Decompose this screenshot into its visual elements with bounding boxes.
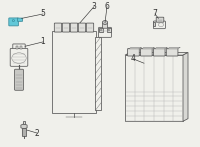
- FancyBboxPatch shape: [13, 44, 25, 50]
- Bar: [125, 55, 183, 121]
- FancyBboxPatch shape: [103, 23, 107, 28]
- Polygon shape: [141, 47, 155, 49]
- FancyBboxPatch shape: [78, 23, 86, 32]
- FancyBboxPatch shape: [153, 49, 165, 56]
- Polygon shape: [183, 52, 188, 121]
- FancyBboxPatch shape: [15, 69, 23, 90]
- Circle shape: [100, 30, 102, 31]
- Text: 3: 3: [92, 2, 96, 11]
- FancyBboxPatch shape: [166, 49, 178, 56]
- FancyBboxPatch shape: [17, 18, 23, 21]
- Text: 1: 1: [41, 37, 45, 46]
- Bar: [99, 28, 103, 32]
- Polygon shape: [154, 47, 167, 49]
- FancyBboxPatch shape: [141, 49, 152, 56]
- Circle shape: [108, 30, 110, 31]
- Polygon shape: [128, 47, 142, 49]
- FancyBboxPatch shape: [9, 18, 18, 26]
- FancyBboxPatch shape: [156, 17, 164, 22]
- FancyBboxPatch shape: [95, 37, 101, 110]
- FancyBboxPatch shape: [128, 49, 139, 56]
- Polygon shape: [125, 52, 188, 55]
- FancyBboxPatch shape: [62, 23, 70, 32]
- FancyBboxPatch shape: [10, 48, 28, 66]
- Polygon shape: [167, 47, 180, 49]
- FancyBboxPatch shape: [52, 31, 96, 113]
- FancyBboxPatch shape: [99, 27, 111, 37]
- Text: 4: 4: [131, 54, 135, 63]
- Text: 6: 6: [105, 2, 109, 11]
- Polygon shape: [21, 124, 27, 129]
- Bar: [153, 22, 155, 26]
- FancyBboxPatch shape: [70, 23, 78, 32]
- Text: 2: 2: [35, 128, 39, 138]
- Bar: [20, 46, 22, 49]
- FancyBboxPatch shape: [153, 21, 165, 29]
- Circle shape: [102, 21, 108, 24]
- Text: 5: 5: [41, 9, 45, 19]
- Bar: [22, 128, 26, 136]
- Bar: [16, 46, 18, 49]
- FancyBboxPatch shape: [54, 23, 62, 32]
- Bar: [107, 28, 111, 32]
- Bar: [23, 121, 25, 124]
- Text: 7: 7: [153, 9, 157, 19]
- FancyBboxPatch shape: [86, 23, 94, 32]
